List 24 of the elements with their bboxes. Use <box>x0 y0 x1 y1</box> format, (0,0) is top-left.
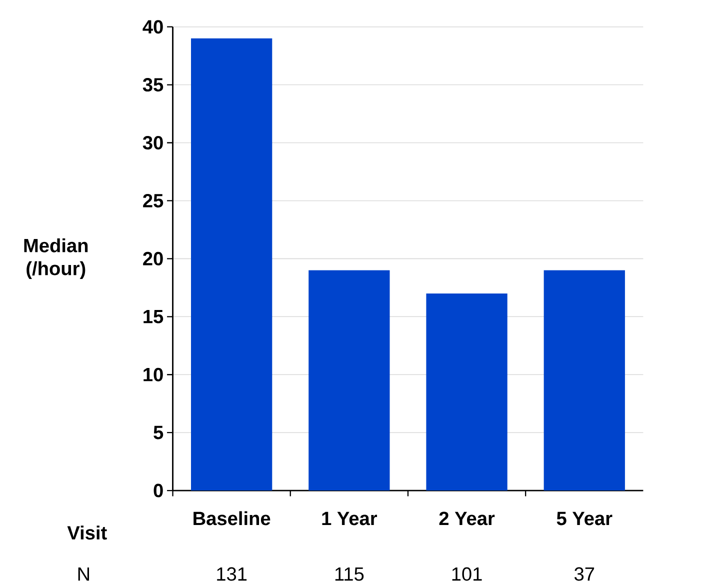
x-tick-label: Baseline <box>194 511 270 526</box>
y-tick-label: 10 <box>144 368 163 382</box>
bar <box>191 38 272 491</box>
bar <box>544 270 625 491</box>
bar <box>426 293 508 491</box>
y-tick-label: 20 <box>143 252 163 266</box>
x-axis-title: Visit <box>67 526 107 540</box>
x-tick-label: 5 Year <box>556 512 612 526</box>
y-tick-label: 40 <box>142 20 163 34</box>
y-tick-label: 15 <box>144 310 164 324</box>
text: 37 <box>574 567 594 581</box>
y-tick-label: 30 <box>142 136 163 150</box>
y-axis-title: Median (/hour) <box>24 238 88 280</box>
bar <box>308 270 390 491</box>
x-tick-label: 2 Year <box>439 512 495 526</box>
y-tick-label: 35 <box>142 78 164 92</box>
text: 115 <box>335 567 364 581</box>
y-tick-label: 5 <box>154 426 164 440</box>
text: 131 <box>217 567 247 581</box>
x-tick-label: 1 Year <box>322 512 378 526</box>
text: N <box>78 567 90 581</box>
text: 101 <box>452 567 482 581</box>
y-tick-label: 0 <box>154 484 163 498</box>
y-tick-label: 25 <box>143 194 164 208</box>
